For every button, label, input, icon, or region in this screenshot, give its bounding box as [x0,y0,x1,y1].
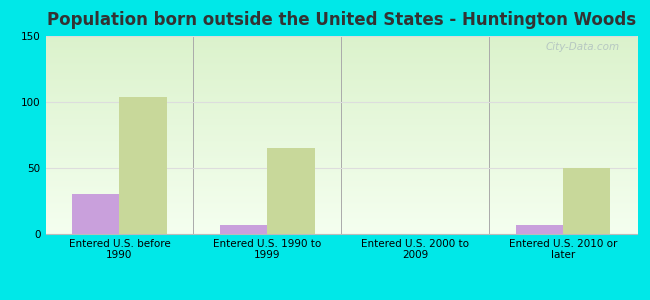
Bar [72,194,120,234]
Text: City-Data.com: City-Data.com [545,42,619,52]
Bar [120,97,167,234]
Bar [515,225,563,234]
Title: Population born outside the United States - Huntington Woods: Population born outside the United State… [47,11,636,29]
Bar [563,168,610,234]
Bar [220,225,267,234]
Bar [267,148,315,234]
